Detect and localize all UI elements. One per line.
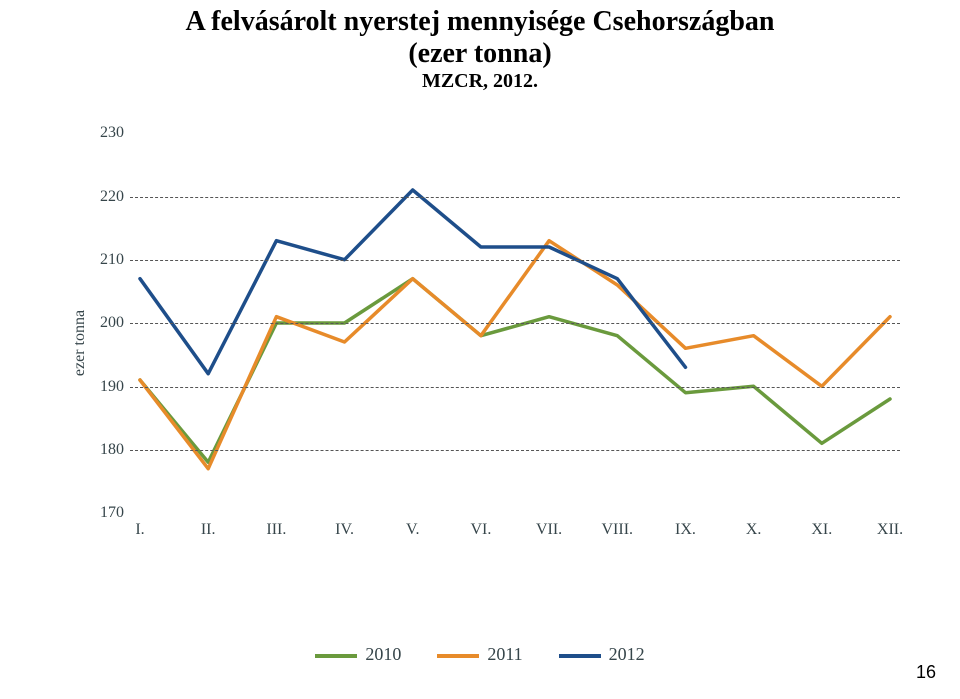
x-tick-label: VIII. [601,521,633,539]
x-tick-label: X. [746,521,762,539]
legend-label: 2010 [365,644,401,664]
title-line1: A felvásárolt nyerstej mennyisége Csehor… [0,6,960,38]
x-tick-label: IX. [675,521,696,539]
series-line-2011 [140,241,890,469]
y-tick-label: 170 [88,504,124,522]
legend: 2010 2011 2012 [0,643,960,665]
plot-area: 170180190200210220230I.II.III.IV.V.VI.VI… [130,133,900,513]
x-tick-label: V. [406,521,420,539]
x-tick-label: II. [201,521,216,539]
x-tick-label: XII. [877,521,903,539]
x-tick-label: VI. [470,521,491,539]
y-tick-label: 220 [88,188,124,206]
legend-swatch [559,654,601,658]
legend-swatch [315,654,357,658]
y-axis-label: ezer tonna [71,310,89,376]
grid-line [130,323,900,324]
grid-line [130,197,900,198]
legend-item-2012: 2012 [559,644,645,665]
y-tick-label: 210 [88,251,124,269]
page-number: 16 [916,662,936,683]
grid-line [130,387,900,388]
title-line2: (ezer tonna) [0,38,960,70]
y-tick-label: 200 [88,314,124,332]
series-line-2012 [140,190,686,374]
chart-area: ezer tonna 170180190200210220230I.II.III… [70,133,910,553]
grid-line [130,450,900,451]
x-tick-label: VII. [536,521,562,539]
source-text: MZCR, 2012. [0,70,960,93]
legend-label: 2011 [487,644,522,664]
x-tick-label: I. [135,521,144,539]
legend-label: 2012 [609,644,645,664]
y-tick-label: 230 [88,124,124,142]
x-tick-label: IV. [335,521,354,539]
title-block: A felvásárolt nyerstej mennyisége Csehor… [0,0,960,93]
legend-item-2011: 2011 [437,644,522,665]
legend-item-2010: 2010 [315,644,401,665]
legend-swatch [437,654,479,658]
y-tick-label: 180 [88,441,124,459]
x-tick-label: XI. [811,521,832,539]
grid-line [130,260,900,261]
x-tick-label: III. [266,521,286,539]
y-tick-label: 190 [88,378,124,396]
